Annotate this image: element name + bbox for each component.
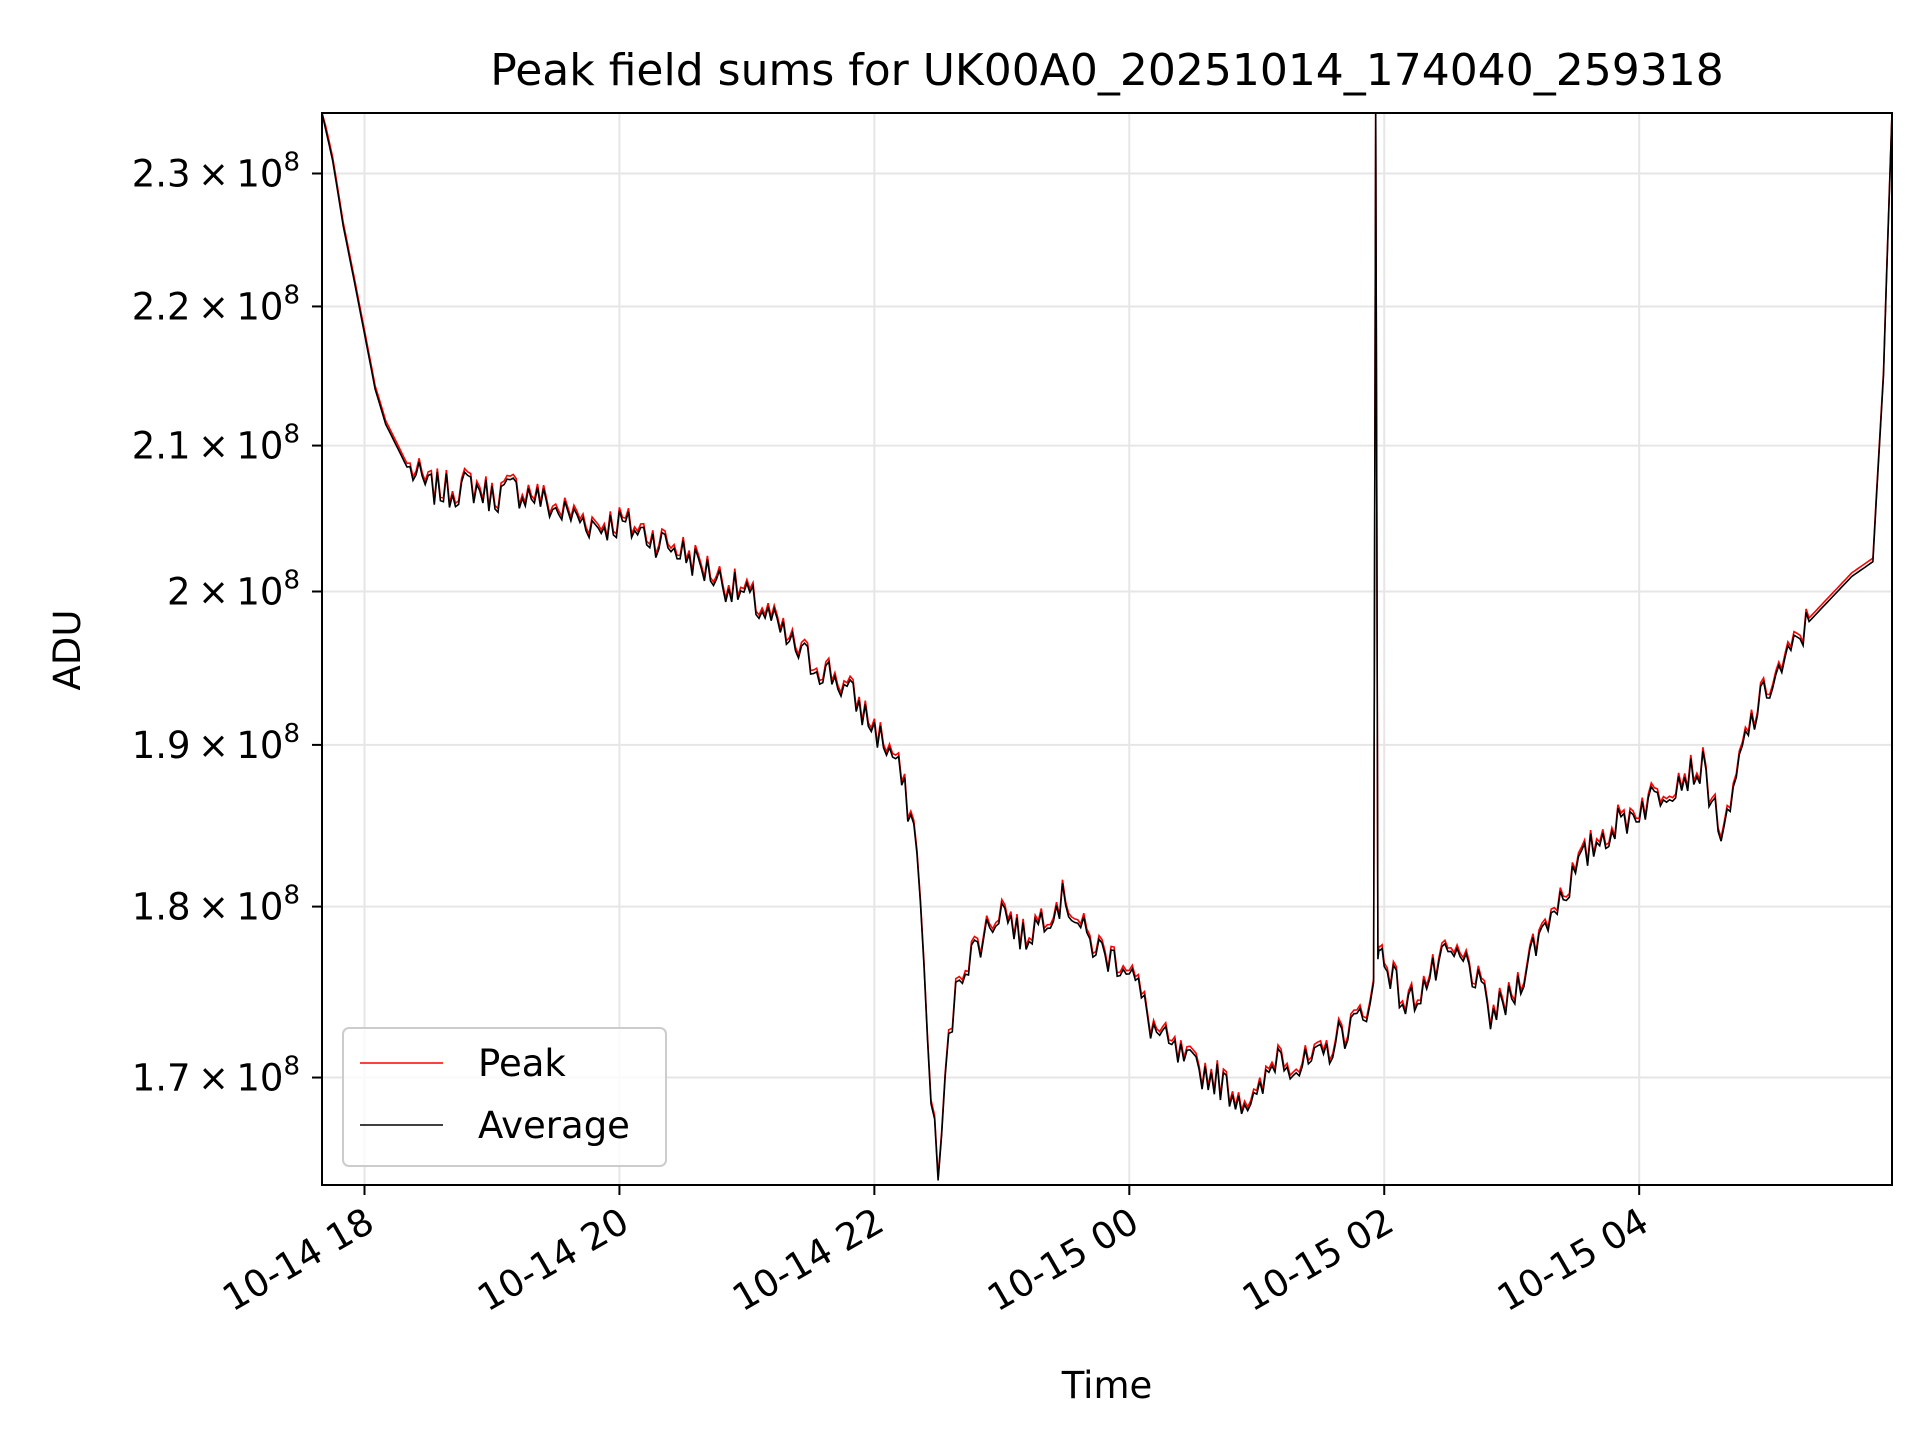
y-tick-mantissa: 2 × 10 [167, 570, 283, 613]
y-tick-mantissa: 2.2 × 10 [132, 285, 284, 328]
y-axis-label: ADU [46, 610, 89, 691]
grid-lines [322, 113, 1892, 1185]
y-tick-mantissa: 2.1 × 10 [132, 425, 284, 468]
y-tick-label: 1.8 × 108 [132, 881, 300, 929]
x-axis-label: Time [1061, 1364, 1153, 1407]
y-tick-label: 1.9 × 108 [132, 719, 300, 767]
series-layer [321, 112, 1893, 1181]
y-tick-mantissa: 1.8 × 10 [132, 886, 284, 929]
y-tick-exponent: 8 [283, 147, 300, 177]
y-tick-exponent: 8 [283, 1052, 300, 1082]
legend: Peak Average [342, 1027, 667, 1167]
y-tick-label: 1.7 × 108 [132, 1052, 300, 1100]
y-tick-label: 2.3 × 108 [132, 147, 300, 195]
y-tick-mantissa: 1.7 × 10 [132, 1057, 284, 1100]
legend-label-average: Average [478, 1104, 630, 1147]
y-tick-label: 2.2 × 108 [132, 280, 300, 328]
y-tick-exponent: 8 [283, 881, 300, 911]
series-line-average [321, 112, 1893, 1181]
chart-title: Peak field sums for UK00A0_20251014_1740… [490, 45, 1723, 96]
legend-label-peak: Peak [478, 1042, 566, 1085]
y-tick-exponent: 8 [283, 719, 300, 749]
y-tick-exponent: 8 [283, 420, 300, 450]
series-line-peak [321, 112, 1893, 1177]
y-tick-mantissa: 2.3 × 10 [132, 152, 284, 195]
y-tick-label: 2 × 108 [167, 565, 300, 613]
y-tick-mantissa: 1.9 × 10 [132, 724, 284, 767]
plot-frame [321, 112, 1893, 1186]
y-tick-exponent: 8 [283, 280, 300, 310]
y-tick-label: 2.1 × 108 [132, 420, 300, 468]
y-tick-exponent: 8 [283, 565, 300, 595]
